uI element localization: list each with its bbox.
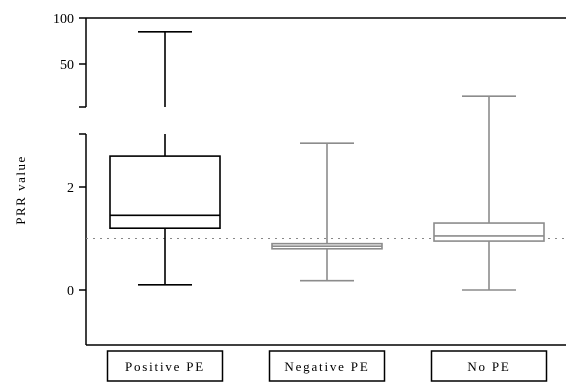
box-positive-pe	[109, 30, 221, 286]
category-label-box	[106, 350, 224, 382]
category-label-box	[268, 350, 386, 382]
y-tick-label: 100	[53, 12, 74, 27]
y-tick-label: 50	[60, 58, 74, 73]
category-label-text: Negative PE	[284, 359, 369, 374]
boxes-group	[109, 30, 545, 291]
y-tick-label: 2	[67, 181, 74, 196]
category-label-text: Positive PE	[125, 359, 205, 374]
box-no-pe	[433, 95, 545, 291]
y-axis-label: PRR value	[13, 155, 28, 224]
category-label-positive-pe: Positive PE	[106, 350, 224, 382]
iqr-box	[109, 155, 221, 230]
category-labels-group: Positive PE Negative PE No PE	[106, 350, 548, 382]
category-label-negative-pe: Negative PE	[268, 350, 386, 382]
iqr-box	[433, 222, 545, 242]
category-label-no-pe: No PE	[430, 350, 548, 382]
axes: 50 100 0 2	[53, 12, 566, 346]
y-tick-label: 0	[67, 284, 74, 299]
category-label-text: No PE	[467, 359, 510, 374]
box-negative-pe	[271, 142, 383, 282]
category-label-box	[430, 350, 548, 382]
